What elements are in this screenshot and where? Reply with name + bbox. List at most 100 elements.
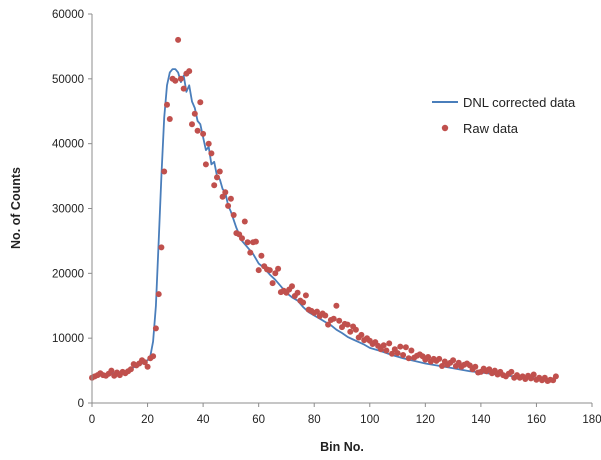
raw-data-point	[302, 292, 309, 299]
raw-data-point	[175, 36, 182, 43]
raw-data-point	[289, 283, 295, 290]
raw-data-point	[230, 212, 237, 218]
ticks-layer: 0 10000 20000 30000 40000 50000 60000 0 20 40 60 80…	[52, 9, 601, 426]
raw-data-point	[214, 174, 220, 181]
raw-data-point	[405, 355, 412, 362]
raw-data-point	[172, 77, 179, 84]
y-tick-label: 40000	[52, 139, 84, 151]
raw-data-point	[380, 342, 387, 349]
raw-data-point	[205, 140, 212, 147]
raw-data-point	[177, 75, 184, 82]
raw-data-point	[294, 289, 301, 296]
raw-data-point	[166, 116, 173, 122]
legend-label-raw-data: Raw data	[463, 121, 519, 136]
raw-data-point	[275, 265, 282, 272]
raw-data-point	[219, 193, 226, 200]
x-tick-label: 0	[89, 414, 95, 426]
raw-data-point	[200, 130, 207, 137]
raw-data-point	[386, 340, 393, 347]
raw-data-point	[225, 202, 232, 209]
raw-data-point	[191, 110, 198, 117]
x-tick-label: 140	[471, 414, 490, 426]
raw-data-point	[322, 312, 329, 319]
x-tick-label: 80	[308, 414, 321, 426]
legend-marker-swatch	[441, 124, 449, 132]
raw-data-point	[439, 363, 445, 369]
raw-data-point	[472, 363, 479, 370]
raw-data-point	[186, 68, 193, 75]
raw-data-point	[164, 101, 170, 108]
raw-data-point	[400, 352, 407, 358]
raw-data-point	[269, 280, 276, 287]
y-tick-label: 0	[78, 398, 84, 410]
raw-data-point	[383, 347, 390, 354]
raw-data-point	[389, 350, 395, 357]
raw-data-point	[450, 357, 457, 364]
raw-data-point	[333, 302, 340, 309]
x-tick-label: 180	[582, 414, 601, 426]
raw-data-point	[127, 366, 134, 373]
raw-data-point	[266, 267, 273, 274]
raw-data-point	[144, 363, 151, 370]
raw-data-point	[202, 161, 209, 168]
raw-data-point	[108, 367, 115, 374]
raw-data-point	[252, 238, 259, 245]
raw-data-point	[155, 291, 162, 298]
axes-layer	[91, 14, 592, 404]
raw-data-point	[530, 371, 537, 378]
raw-data-point	[255, 267, 262, 274]
raw-data-point	[552, 373, 559, 380]
y-tick-label: 10000	[52, 333, 84, 345]
raw-data-point	[394, 350, 401, 357]
raw-data-point	[241, 218, 248, 225]
raw-data-point	[300, 299, 307, 306]
raw-data-point	[222, 189, 229, 196]
legend: DNL corrected data Raw data	[432, 95, 576, 136]
y-tick-label: 30000	[52, 204, 84, 216]
raw-data-point	[244, 239, 251, 246]
y-tick-label: 60000	[52, 9, 84, 21]
raw-data-point	[208, 150, 215, 157]
raw-data-point	[397, 343, 404, 350]
raw-data-point	[239, 235, 245, 242]
y-tick-label: 50000	[52, 74, 84, 86]
raw-data-point	[258, 252, 265, 259]
raw-data-point	[247, 249, 254, 256]
x-tick-label: 120	[416, 414, 435, 426]
y-axis-title: No. of Counts	[9, 167, 23, 249]
y-tick-label: 20000	[52, 268, 84, 280]
raw-data-point	[158, 244, 165, 251]
x-axis-title: Bin No.	[320, 440, 364, 454]
raw-data-point	[272, 270, 279, 277]
raw-data-point	[161, 168, 168, 175]
raw-data-point	[436, 355, 443, 362]
raw-data-point	[508, 368, 515, 375]
raw-data-point	[189, 121, 195, 128]
raw-data-point	[425, 354, 432, 360]
raw-data-point	[216, 168, 223, 175]
raw-data-point	[197, 99, 204, 106]
raw-data-point	[344, 321, 351, 328]
x-tick-label: 40	[197, 414, 210, 426]
series-line-dnl-corrected	[91, 68, 556, 380]
raw-data-point	[358, 331, 365, 338]
raw-data-point	[336, 317, 343, 324]
raw-data-point	[150, 353, 157, 360]
raw-data-point	[180, 85, 187, 92]
raw-data-point	[408, 347, 415, 354]
raw-data-point	[227, 195, 234, 202]
raw-data-point	[352, 326, 359, 333]
raw-data-point	[141, 359, 148, 366]
raw-data-point	[211, 182, 218, 189]
plot-layer	[89, 36, 559, 384]
raw-data-point	[402, 344, 409, 351]
raw-data-point	[347, 328, 354, 335]
x-tick-label: 160	[527, 414, 546, 426]
x-tick-label: 100	[360, 414, 379, 426]
legend-label-dnl-corrected: DNL corrected data	[463, 95, 576, 110]
raw-data-point	[325, 321, 332, 328]
x-tick-label: 60	[252, 414, 265, 426]
raw-data-point	[314, 308, 320, 315]
raw-data-point	[194, 127, 201, 134]
